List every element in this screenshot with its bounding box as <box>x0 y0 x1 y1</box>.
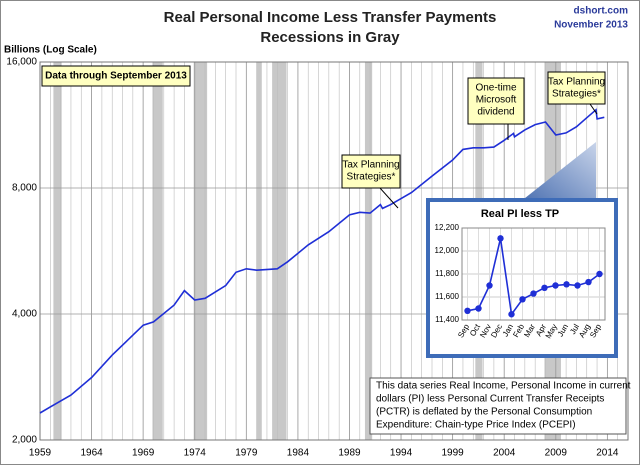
recession-band <box>256 62 262 440</box>
x-tick-label: 2014 <box>596 448 619 459</box>
note-box <box>369 377 627 435</box>
recession-band <box>272 62 287 440</box>
point <box>585 278 592 286</box>
source: dshort.com <box>574 6 629 17</box>
point <box>541 284 548 291</box>
note-text: Expenditure: Chain-type Price Index (PCE… <box>376 420 576 431</box>
note-text: (PCTR) is deflated by the Personal Consu… <box>376 407 592 418</box>
x-tick-label: 2009 <box>545 448 568 459</box>
x-tick-label: 2004 <box>493 448 516 459</box>
inset-plot-border <box>461 227 606 321</box>
annotation-text: Strategies* <box>347 172 396 183</box>
x-tick-label: 1974 <box>184 448 207 459</box>
annotation-leader <box>379 187 399 209</box>
recession-band <box>152 62 163 440</box>
plot-border <box>39 61 629 441</box>
date: November 2013 <box>554 20 628 31</box>
annotation-box <box>41 65 191 87</box>
recession-band <box>53 62 62 440</box>
inset: Real PI less TP 11,400 11,600 11,800 12,000 1… <box>426 198 618 358</box>
annotation-text: Data through September 2013 <box>45 71 187 82</box>
annotation-text: Tax Planning <box>548 77 605 88</box>
annotation-text: dividend <box>477 107 514 118</box>
x-tick-label: 1994 <box>390 448 413 459</box>
y-tick-label: 4,000 <box>12 309 37 320</box>
point <box>464 307 471 314</box>
annotation-text: Tax Planning <box>342 160 399 171</box>
point <box>552 282 559 289</box>
annotation-box <box>341 154 401 189</box>
annotation-text: Microsoft <box>476 95 517 106</box>
point <box>475 305 482 312</box>
y-tick-label: 12,200 <box>435 223 460 232</box>
annotation-box <box>547 71 606 105</box>
y-tick-label: 2,000 <box>12 435 37 446</box>
main-plot: 1959 1964 1969 1974 1979 1984 1989 1994 1999 2004… <box>6 57 630 459</box>
y-tick-label: 12,000 <box>435 246 460 255</box>
x-tick-label: 1989 <box>338 448 361 459</box>
x-tick-label: 1999 <box>442 448 465 459</box>
inset-title: Real PI less TP <box>481 208 559 220</box>
note-text: dollars (PI) less Personal Current Trans… <box>376 394 604 405</box>
y-axis-label: Billions (Log Scale) <box>4 45 97 56</box>
annotation-leader <box>589 103 598 115</box>
x-tick-label: 1959 <box>29 448 52 459</box>
x-tick-label: 1979 <box>235 448 258 459</box>
recession-band <box>193 62 208 440</box>
point <box>497 235 504 242</box>
x-tick-label: 1984 <box>287 448 310 459</box>
point <box>519 296 526 303</box>
callout-pointer <box>520 142 596 202</box>
y-tick-label: 16,000 <box>6 57 37 68</box>
recession-band <box>364 62 373 440</box>
annotation-text: Strategies* <box>552 89 601 100</box>
y-tick-label: 8,000 <box>12 183 37 194</box>
y-tick-label: 11,600 <box>435 292 459 301</box>
x-tick-label: 1964 <box>80 448 103 459</box>
point <box>563 281 570 288</box>
point <box>486 282 493 289</box>
x-tick-label: 1969 <box>132 448 155 459</box>
chart-subtitle: Recessions in Gray <box>260 29 400 46</box>
point <box>596 270 603 278</box>
chart-title: Real Personal Income Less Transfer Payme… <box>164 9 497 26</box>
point <box>574 282 581 289</box>
point <box>530 290 537 297</box>
series-line <box>39 108 605 414</box>
annotation-box <box>467 77 525 125</box>
point <box>508 311 515 318</box>
note-text: This data series Real Income, Personal I… <box>376 381 631 392</box>
y-tick-label: 11,800 <box>435 269 459 278</box>
y-tick-label: 11,400 <box>435 315 459 324</box>
annotation-text: One-time <box>475 83 517 94</box>
